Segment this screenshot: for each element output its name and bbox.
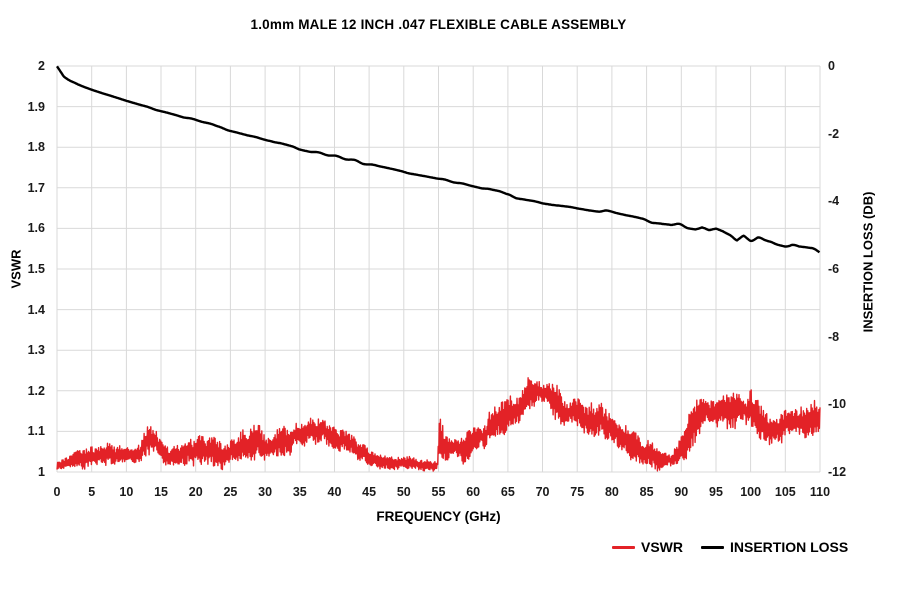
x-axis-tick-label: 0 bbox=[53, 485, 61, 499]
x-axis-tick-label: 100 bbox=[740, 485, 762, 499]
vswr-trace bbox=[56, 377, 821, 472]
x-axis-tick-label: 70 bbox=[535, 485, 550, 499]
right-axis-title: INSERTION LOSS (DB) bbox=[860, 191, 876, 333]
right-axis-tick-label: -2 bbox=[828, 126, 840, 141]
x-axis-tick-label: 90 bbox=[674, 485, 689, 499]
insertion-loss-trace bbox=[56, 65, 821, 254]
left-axis-title: VSWR bbox=[8, 249, 24, 289]
left-axis-tick-label: 2 bbox=[38, 59, 45, 73]
right-axis-tick-label: -10 bbox=[828, 397, 847, 412]
left-axis-tick-label: 1.7 bbox=[27, 180, 45, 195]
x-axis-tick-label: 105 bbox=[774, 485, 796, 499]
legend-item-insertion-loss: INSERTION LOSS bbox=[701, 539, 848, 555]
legend-item-vswr: VSWR bbox=[612, 539, 683, 555]
x-axis-tick-label: 80 bbox=[604, 485, 619, 499]
x-axis-tick-label: 110 bbox=[809, 485, 831, 499]
right-axis-tick-label: -4 bbox=[828, 194, 840, 209]
left-axis-tick-label: 1.6 bbox=[27, 221, 45, 236]
x-axis-title: FREQUENCY (GHz) bbox=[376, 509, 501, 524]
legend: VSWR INSERTION LOSS bbox=[612, 539, 848, 555]
right-axis-tick-label: -8 bbox=[828, 329, 840, 344]
x-axis-tick-label: 60 bbox=[466, 485, 481, 499]
left-axis-tick-label: 1.9 bbox=[27, 99, 45, 114]
left-axis-tick-label: 1.5 bbox=[27, 262, 45, 276]
x-axis-tick-label: 40 bbox=[327, 485, 342, 499]
left-axis-tick-label: 1.1 bbox=[27, 424, 45, 439]
x-axis-tick-label: 30 bbox=[258, 485, 273, 499]
right-axis-tick-label: -12 bbox=[828, 465, 847, 479]
left-axis-tick-label: 1.2 bbox=[27, 383, 45, 398]
legend-insertion-loss-label: INSERTION LOSS bbox=[730, 539, 849, 555]
x-axis-tick-label: 5 bbox=[88, 485, 96, 499]
left-axis-tick-label: 1.4 bbox=[27, 302, 45, 317]
left-axis-tick-label: 1 bbox=[38, 465, 45, 479]
right-axis-tick-label: -6 bbox=[828, 262, 840, 276]
x-axis-tick-label: 35 bbox=[292, 485, 307, 499]
x-axis-tick-label: 45 bbox=[362, 485, 377, 499]
x-axis-tick-label: 10 bbox=[119, 485, 134, 499]
x-axis-tick-label: 20 bbox=[188, 485, 203, 499]
x-axis-tick-label: 75 bbox=[570, 485, 585, 499]
chart-title: 1.0mm MALE 12 INCH .047 FLEXIBLE CABLE A… bbox=[250, 17, 627, 32]
x-axis-tick-label: 50 bbox=[396, 485, 411, 499]
gridlines bbox=[56, 65, 821, 473]
right-axis-tick-label: 0 bbox=[828, 59, 835, 73]
x-axis-tick-label: 65 bbox=[500, 485, 515, 499]
left-axis-tick-label: 1.8 bbox=[27, 140, 45, 155]
vswr-line-swatch bbox=[612, 545, 635, 549]
x-axis-tick-label: 15 bbox=[154, 485, 168, 499]
legend-vswr-label: VSWR bbox=[641, 539, 683, 555]
x-axis-tick-label: 55 bbox=[431, 485, 446, 499]
left-axis-tick-label: 1.3 bbox=[27, 343, 45, 358]
insertion-loss-line-swatch bbox=[701, 545, 724, 549]
x-axis-tick-label: 95 bbox=[709, 485, 723, 499]
x-axis-tick-label: 85 bbox=[639, 485, 654, 499]
x-axis-tick-label: 25 bbox=[223, 485, 238, 499]
